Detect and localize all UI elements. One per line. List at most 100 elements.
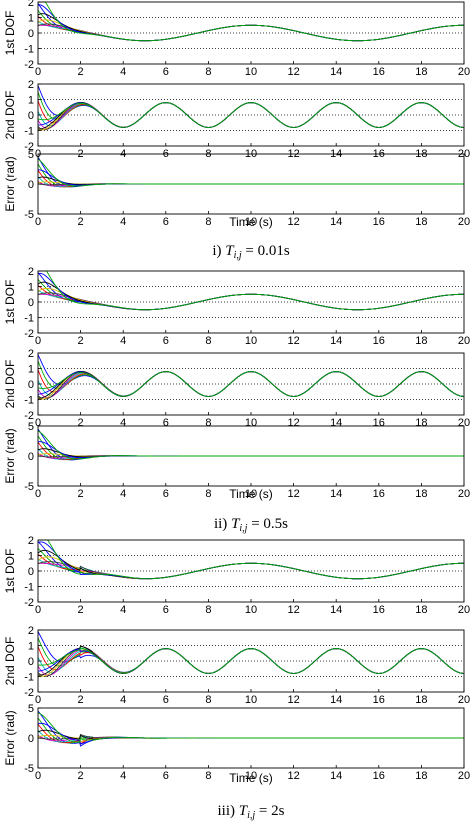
x-tick-label: 12 bbox=[287, 66, 299, 78]
x-tick-label: 8 bbox=[205, 335, 211, 347]
x-tick-label: 16 bbox=[373, 335, 385, 347]
y-tick-label: 1 bbox=[28, 364, 34, 376]
x-tick-label: 18 bbox=[415, 604, 427, 616]
y-tick-label: 0 bbox=[28, 733, 34, 745]
y-tick-label: 2 bbox=[28, 266, 34, 278]
x-tick-label: 10 bbox=[245, 335, 257, 347]
x-tick-label: 14 bbox=[330, 216, 342, 228]
x-tick-label: 12 bbox=[287, 335, 299, 347]
x-tick-label: 10 bbox=[245, 417, 257, 429]
x-tick-label: 18 bbox=[415, 694, 427, 706]
x-tick-label: 14 bbox=[330, 488, 342, 500]
x-tick-label: 8 bbox=[205, 216, 211, 228]
x-tick-label: 14 bbox=[330, 417, 342, 429]
series-line bbox=[37, 561, 464, 580]
y-tick-label: 0 bbox=[28, 379, 34, 391]
series-line bbox=[37, 102, 465, 131]
caption-subscript: i,j bbox=[239, 523, 247, 534]
x-tick-label: 18 bbox=[415, 770, 427, 782]
y-tick-label: 0 bbox=[28, 297, 34, 309]
x-tick-label: 18 bbox=[415, 417, 427, 429]
x-tick-label: 8 bbox=[205, 488, 211, 500]
x-tick-label: 4 bbox=[120, 488, 126, 500]
caption-subscript: i,j bbox=[247, 810, 255, 821]
x-tick-label: 2 bbox=[78, 66, 84, 78]
x-tick-label: 10 bbox=[245, 770, 257, 782]
x-tick-label: 4 bbox=[120, 66, 126, 78]
y-axis-label: Error (rad) bbox=[3, 428, 17, 483]
x-tick-label: 6 bbox=[163, 694, 169, 706]
y-tick-label: 1 bbox=[28, 551, 34, 563]
caption-symbol: T bbox=[231, 516, 241, 532]
y-tick-label: -1 bbox=[24, 44, 34, 56]
y-tick-label: -1 bbox=[24, 395, 34, 407]
series-line bbox=[37, 284, 464, 311]
series-line bbox=[37, 156, 464, 188]
x-tick-label: 12 bbox=[287, 417, 299, 429]
y-axis-label: Error (rad) bbox=[3, 156, 17, 211]
x-tick-label: 0 bbox=[35, 604, 41, 616]
y-tick-label: 1 bbox=[28, 95, 34, 107]
series-line bbox=[37, 647, 465, 674]
caption-prefix: i) bbox=[212, 243, 225, 259]
y-tick-label: 2 bbox=[28, 79, 34, 91]
y-tick-label: -1 bbox=[24, 126, 34, 138]
series-line bbox=[37, 354, 465, 397]
y-tick-label: 5 bbox=[28, 149, 34, 161]
series-line bbox=[37, 559, 464, 580]
caption-value: = 0.01s bbox=[242, 243, 290, 259]
series-line bbox=[37, 85, 465, 128]
x-tick-label: 14 bbox=[330, 604, 342, 616]
y-tick-label: 5 bbox=[28, 703, 34, 715]
series-line bbox=[38, 270, 464, 311]
y-tick-label: 0 bbox=[28, 566, 34, 578]
y-tick-label: 1 bbox=[28, 13, 34, 25]
series-line bbox=[37, 441, 464, 461]
series-line bbox=[37, 370, 465, 399]
x-tick-label: 8 bbox=[205, 417, 211, 429]
x-tick-label: 20 bbox=[458, 66, 470, 78]
caption-prefix: iii) bbox=[218, 803, 239, 819]
x-tick-label: 0 bbox=[35, 216, 41, 228]
panel-caption: ii) Ti,j = 0.5s bbox=[214, 516, 288, 534]
y-tick-label: -2 bbox=[24, 141, 34, 153]
y-tick-label: -2 bbox=[24, 328, 34, 340]
y-axis-label: 2nd DOF bbox=[3, 360, 17, 409]
panel-caption: i) Ti,j = 0.01s bbox=[212, 243, 290, 261]
x-tick-label: 12 bbox=[287, 770, 299, 782]
x-axis-label: Time (s) bbox=[229, 215, 273, 229]
x-tick-label: 12 bbox=[287, 604, 299, 616]
series-line bbox=[38, 1, 464, 42]
x-tick-label: 20 bbox=[458, 694, 470, 706]
x-tick-label: 4 bbox=[120, 604, 126, 616]
x-tick-label: 2 bbox=[78, 488, 84, 500]
x-tick-label: 4 bbox=[120, 770, 126, 782]
x-tick-label: 6 bbox=[163, 417, 169, 429]
x-tick-label: 20 bbox=[458, 488, 470, 500]
x-tick-label: 2 bbox=[78, 216, 84, 228]
series-line bbox=[37, 158, 464, 187]
caption-value: = 0.5s bbox=[247, 516, 288, 532]
series-line bbox=[37, 101, 465, 131]
y-axis-label: 2nd DOF bbox=[3, 91, 17, 140]
series-line bbox=[37, 292, 464, 311]
x-tick-label: 8 bbox=[205, 66, 211, 78]
series-line bbox=[37, 371, 465, 397]
y-tick-label: -5 bbox=[24, 763, 34, 775]
x-tick-label: 16 bbox=[373, 216, 385, 228]
x-tick-label: 16 bbox=[373, 488, 385, 500]
series-line bbox=[37, 91, 465, 128]
x-axis-label: Time (s) bbox=[229, 771, 273, 785]
y-axis-label: 1st DOF bbox=[3, 280, 17, 325]
x-tick-label: 0 bbox=[35, 694, 41, 706]
x-tick-label: 16 bbox=[373, 604, 385, 616]
x-tick-label: 18 bbox=[415, 335, 427, 347]
x-tick-label: 14 bbox=[330, 694, 342, 706]
x-axis-label: Time (s) bbox=[229, 487, 273, 501]
series-line bbox=[38, 539, 464, 580]
x-tick-label: 4 bbox=[120, 335, 126, 347]
